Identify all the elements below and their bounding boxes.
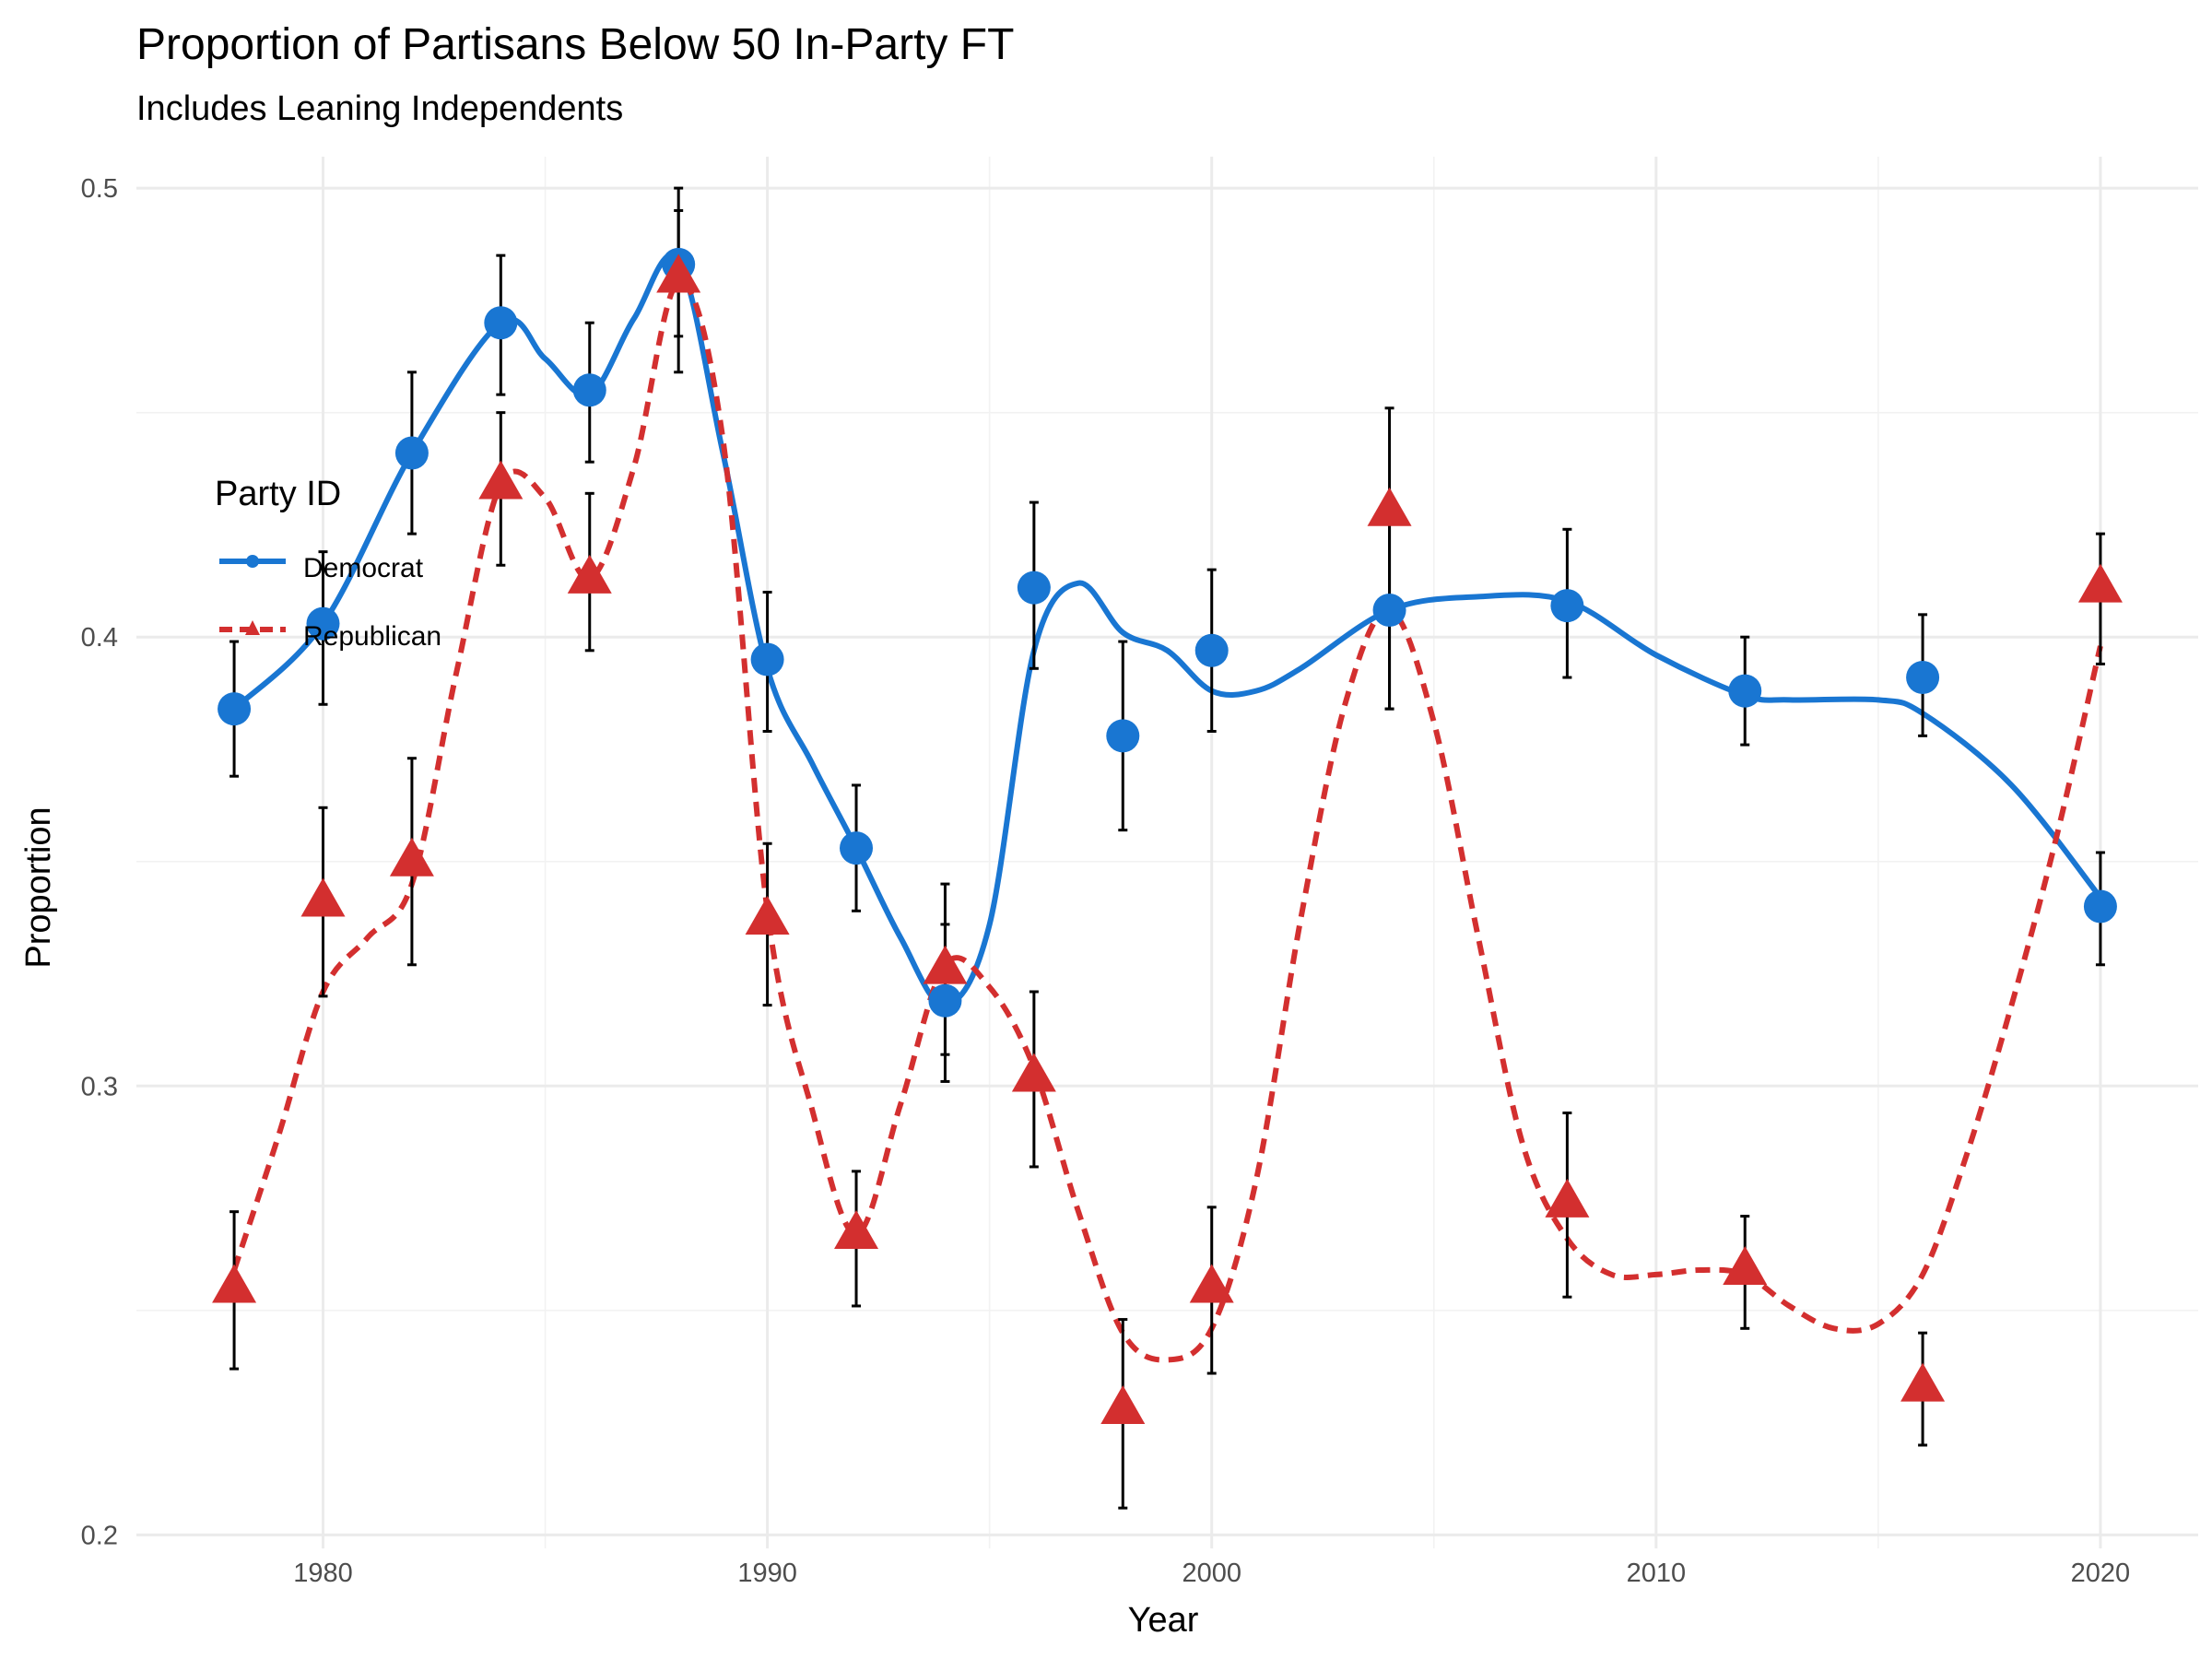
x-tick-label: 2020 — [2071, 1559, 2131, 1588]
legend-label-democrat: Democrat — [303, 553, 424, 583]
point-democrat — [1906, 661, 1940, 695]
point-democrat — [484, 306, 518, 340]
point-republican — [1545, 1178, 1590, 1218]
point-democrat — [306, 606, 340, 641]
legend-key-marker-republican — [245, 620, 260, 635]
y-axis-ticks: 0.2 0.3 0.4 0.5 — [81, 174, 118, 1550]
point-democrat — [572, 373, 606, 407]
data-points — [212, 247, 2123, 1424]
point-republican — [1367, 487, 1412, 526]
point-democrat — [218, 692, 252, 726]
point-democrat — [2083, 889, 2117, 924]
point-republican — [1900, 1362, 1946, 1402]
point-republican — [300, 877, 346, 917]
point-republican — [1011, 1053, 1056, 1092]
point-republican — [923, 945, 968, 984]
point-republican — [834, 1209, 879, 1249]
point-republican — [1100, 1384, 1146, 1424]
legend-key-marker-democrat — [246, 555, 259, 568]
point-republican — [212, 1264, 257, 1303]
point-democrat — [840, 831, 874, 865]
point-republican — [478, 460, 524, 500]
point-democrat — [928, 983, 962, 1018]
y-tick-label: 0.4 — [81, 623, 118, 653]
point-democrat — [1106, 719, 1140, 753]
point-democrat — [394, 436, 429, 470]
point-republican — [745, 896, 790, 935]
point-republican — [1189, 1264, 1234, 1303]
point-democrat — [1728, 674, 1762, 708]
point-republican — [656, 253, 701, 293]
legend-label-republican: Republican — [303, 621, 441, 652]
x-tick-label: 1980 — [293, 1559, 353, 1588]
y-axis-title: Proportion — [19, 806, 58, 968]
point-democrat — [1372, 593, 1406, 627]
y-tick-label: 0.2 — [81, 1521, 118, 1550]
legend-keys — [219, 555, 286, 635]
chart-title: Proportion of Partisans Below 50 In-Part… — [136, 20, 1014, 69]
x-axis-title: Year — [1128, 1601, 1199, 1640]
point-republican — [389, 837, 434, 877]
point-democrat — [750, 642, 784, 677]
x-tick-label: 2010 — [1627, 1559, 1687, 1588]
legend-title: Party ID — [215, 475, 341, 513]
x-tick-label: 1990 — [737, 1559, 797, 1588]
y-tick-label: 0.3 — [81, 1072, 118, 1101]
x-axis-ticks: 1980 1990 2000 2010 2020 — [293, 1559, 2130, 1588]
y-tick-label: 0.5 — [81, 174, 118, 204]
point-republican — [1723, 1245, 1768, 1285]
x-tick-label: 2000 — [1182, 1559, 1241, 1588]
chart-subtitle: Includes Leaning Independents — [136, 89, 623, 128]
point-democrat — [1194, 633, 1229, 667]
point-democrat — [1017, 571, 1051, 605]
point-republican — [567, 554, 612, 594]
error-bar-republican — [1384, 406, 1394, 711]
point-republican — [2077, 563, 2123, 603]
legend: Party ID Democrat Republican — [215, 475, 441, 652]
point-democrat — [1550, 589, 1584, 623]
